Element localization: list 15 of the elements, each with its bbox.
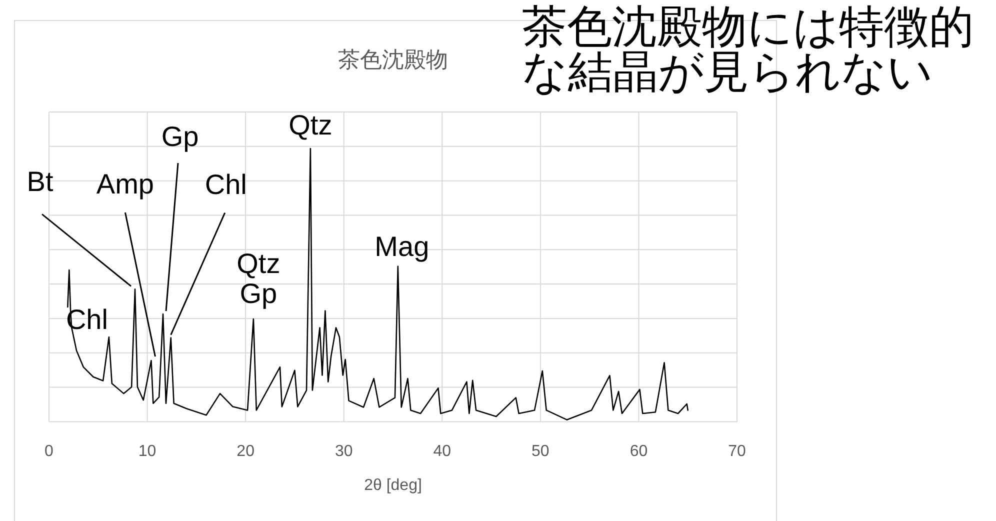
x-tick-label: 30 bbox=[334, 443, 353, 460]
x-tick-label: 10 bbox=[138, 443, 156, 460]
x-tick-label: 50 bbox=[532, 443, 550, 460]
x-tick-label: 40 bbox=[433, 443, 452, 460]
annotation: Chl bbox=[204, 168, 247, 200]
x-tick-label: 60 bbox=[630, 443, 648, 460]
x-axis-title: 2θ [deg] bbox=[364, 477, 422, 494]
x-tick-label: 70 bbox=[728, 443, 746, 460]
text: 茶色沈殿物には特徴的な結晶が見られない bbox=[522, 0, 975, 98]
annotation: Amp bbox=[96, 168, 154, 200]
chart-title: 茶色沈殿物 bbox=[338, 47, 448, 72]
x-tick-label: 0 bbox=[44, 443, 54, 460]
annotation: Gp bbox=[161, 121, 199, 152]
annotation: Bt bbox=[26, 166, 54, 198]
x-tick-label: 20 bbox=[236, 443, 255, 460]
